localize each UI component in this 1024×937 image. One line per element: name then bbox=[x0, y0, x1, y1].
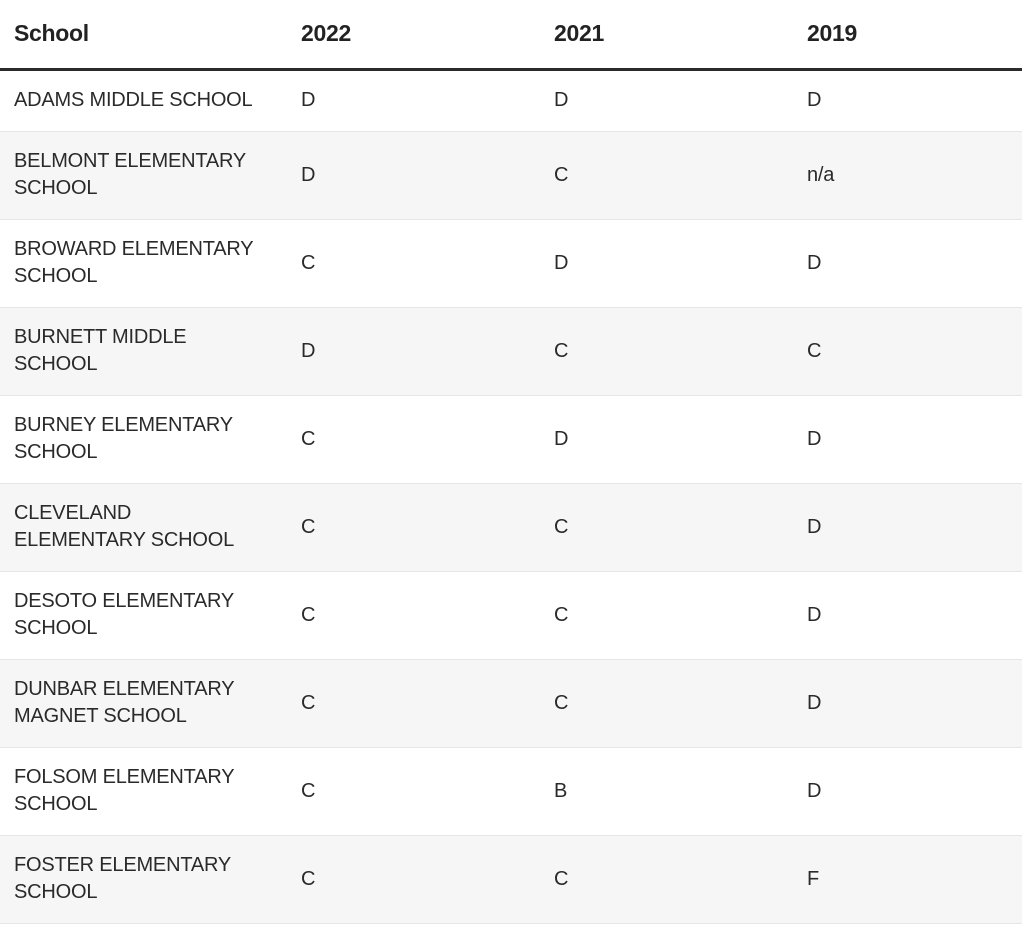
table-header: School 2022 2021 2019 bbox=[0, 0, 1022, 71]
column-header-2021[interactable]: 2021 bbox=[553, 0, 806, 71]
grade-2021-cell: C bbox=[553, 659, 806, 748]
grade-2019-cell: D bbox=[806, 659, 1022, 748]
grade-2021-cell: C bbox=[553, 131, 806, 220]
grade-2021-cell: C bbox=[553, 835, 806, 924]
grade-2022-cell: C bbox=[300, 395, 553, 484]
grade-2019-cell: D bbox=[806, 69, 1022, 132]
table-row: BURNETT MIDDLE SCHOOL D C C bbox=[0, 307, 1022, 396]
grade-2022-cell: D bbox=[300, 69, 553, 132]
grade-2019-cell: F bbox=[806, 835, 1022, 924]
grade-2022-cell: C bbox=[300, 835, 553, 924]
grade-2022-cell: C bbox=[300, 219, 553, 308]
column-header-2019[interactable]: 2019 bbox=[806, 0, 1022, 71]
grade-2022-cell: D bbox=[300, 307, 553, 396]
school-name: FOSTER ELEMENTARY SCHOOL bbox=[14, 854, 231, 903]
grade-2019-cell: D bbox=[806, 571, 1022, 660]
school-name: DESOTO ELEMENTARY SCHOOL bbox=[14, 590, 234, 639]
school-cell: FOSTER ELEMENTARY SCHOOL bbox=[0, 835, 300, 924]
grade-2021-cell: D bbox=[553, 69, 806, 132]
table-row: DESOTO ELEMENTARY SCHOOL C C D bbox=[0, 571, 1022, 660]
grade-2019-cell: D bbox=[806, 747, 1022, 836]
school-name: BELMONT ELEMENTARY SCHOOL bbox=[14, 150, 246, 199]
school-name: ADAMS MIDDLE SCHOOL bbox=[14, 89, 253, 111]
school-cell: DUNBAR ELEMENTARY MAGNET SCHOOL bbox=[0, 659, 300, 748]
school-cell: ADAMS MIDDLE SCHOOL bbox=[0, 69, 300, 132]
grade-2022-cell: C bbox=[300, 747, 553, 836]
grade-2019-cell: D bbox=[806, 219, 1022, 308]
school-cell: BURNEY ELEMENTARY SCHOOL bbox=[0, 395, 300, 484]
school-name: CLEVELAND ELEMENTARY SCHOOL bbox=[14, 502, 234, 551]
column-header-2022[interactable]: 2022 bbox=[300, 0, 553, 71]
grade-2021-cell: D bbox=[553, 219, 806, 308]
grade-2022-cell: D bbox=[300, 131, 553, 220]
grade-2022-cell: C bbox=[300, 659, 553, 748]
grade-2019-cell: n/a bbox=[806, 131, 1022, 220]
table-row: FOLSOM ELEMENTARY SCHOOL C B D bbox=[0, 747, 1022, 836]
grade-2021-cell: C bbox=[553, 483, 806, 572]
table-row: BELMONT ELEMENTARY SCHOOL D C n/a bbox=[0, 131, 1022, 220]
table-body: ADAMS MIDDLE SCHOOL D D D BELMONT ELEMEN… bbox=[0, 69, 1022, 924]
grade-2021-cell: D bbox=[553, 395, 806, 484]
grade-2022-cell: C bbox=[300, 483, 553, 572]
grade-2019-cell: C bbox=[806, 307, 1022, 396]
school-name: BROWARD ELEMENTARY SCHOOL bbox=[14, 238, 254, 287]
table-row: BROWARD ELEMENTARY SCHOOL C D D bbox=[0, 219, 1022, 308]
column-header-school[interactable]: School bbox=[0, 0, 300, 71]
school-name: BURNEY ELEMENTARY SCHOOL bbox=[14, 414, 233, 463]
grade-2019-cell: D bbox=[806, 483, 1022, 572]
table-row: CLEVELAND ELEMENTARY SCHOOL C C D bbox=[0, 483, 1022, 572]
school-cell: FOLSOM ELEMENTARY SCHOOL bbox=[0, 747, 300, 836]
grade-2022-cell: C bbox=[300, 571, 553, 660]
table-row: ADAMS MIDDLE SCHOOL D D D bbox=[0, 69, 1022, 132]
school-cell: BELMONT ELEMENTARY SCHOOL bbox=[0, 131, 300, 220]
grade-2021-cell: B bbox=[553, 747, 806, 836]
grade-2021-cell: C bbox=[553, 571, 806, 660]
school-name: BURNETT MIDDLE SCHOOL bbox=[14, 326, 187, 375]
school-name: DUNBAR ELEMENTARY MAGNET SCHOOL bbox=[14, 678, 234, 727]
school-cell: DESOTO ELEMENTARY SCHOOL bbox=[0, 571, 300, 660]
grade-2021-cell: C bbox=[553, 307, 806, 396]
grade-2019-cell: D bbox=[806, 395, 1022, 484]
school-name: FOLSOM ELEMENTARY SCHOOL bbox=[14, 766, 234, 815]
table-row: FOSTER ELEMENTARY SCHOOL C C F bbox=[0, 835, 1022, 924]
school-cell: BROWARD ELEMENTARY SCHOOL bbox=[0, 219, 300, 308]
header-row: School 2022 2021 2019 bbox=[0, 0, 1022, 71]
table-row: DUNBAR ELEMENTARY MAGNET SCHOOL C C D bbox=[0, 659, 1022, 748]
table-row: BURNEY ELEMENTARY SCHOOL C D D bbox=[0, 395, 1022, 484]
school-cell: BURNETT MIDDLE SCHOOL bbox=[0, 307, 300, 396]
school-cell: CLEVELAND ELEMENTARY SCHOOL bbox=[0, 483, 300, 572]
